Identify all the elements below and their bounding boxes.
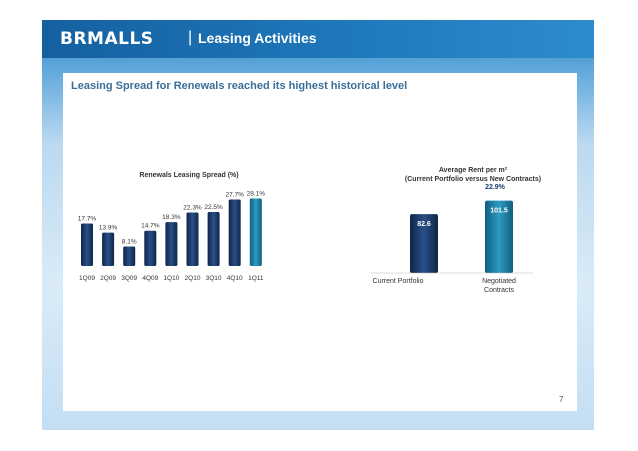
growth-label: 22.9% [485,184,506,191]
x-tick-label: 3Q09 [121,275,137,282]
x-tick-label: 2Q10 [185,275,201,282]
data-label: 13.9% [99,225,118,232]
chart-title: Renewals Leasing Spread (%) [139,172,238,179]
company-logo: BRMALLS [60,29,154,49]
data-label: 22.5% [204,204,223,211]
data-label: 18.3% [162,214,181,221]
header-band: BRMALLS | Leasing Activities [42,20,594,58]
x-tick-label: 4Q10 [227,275,243,282]
bar [144,230,157,266]
data-label: 82.6 [417,221,431,228]
slide: BRMALLS | Leasing Activities Leasing Spr… [42,20,594,430]
content-panel: Leasing Spread for Renewals reached its … [63,73,577,411]
data-label: 8.1% [122,239,137,246]
x-tick-label: 2Q09 [100,275,116,282]
chart-title-line1: Average Rent per m² [439,167,508,174]
data-label: 28.1% [247,191,266,198]
data-label: 101.5 [490,208,508,215]
bar [165,222,178,266]
x-tick-label: 1Q11 [248,275,264,282]
header-separator: | [188,29,193,46]
x-tick-label: Negotiated [482,278,516,285]
renewals-spread-chart: Renewals Leasing Spread (%) 17.7% 1Q09 13.9… [78,172,266,282]
bar [228,199,241,266]
bar [249,198,262,266]
x-tick-label: 1Q09 [79,275,95,282]
data-label: 27.7% [225,192,244,199]
x-tick-label: 1Q10 [163,275,179,282]
headline: Leasing Spread for Renewals reached its … [71,80,408,92]
x-tick-label: 3Q10 [206,275,222,282]
bar [102,232,115,266]
data-label: 22.3% [183,204,202,211]
section-title: Leasing Activities [198,30,317,46]
chart-title-line2: (Current Portfolio versus New Contracts) [405,176,541,183]
data-label: 17.7% [78,216,97,223]
bar [186,212,199,266]
data-label: 14.7% [141,223,160,230]
x-tick-label: Current Portfolio [373,278,424,285]
bar [81,223,93,266]
bar [410,214,438,273]
page-number: 7 [559,395,564,404]
bar [207,212,220,266]
bar [123,246,136,266]
x-tick-label-line2: Contracts [484,287,514,294]
bar [485,200,513,273]
x-tick-label: 4Q09 [142,275,158,282]
average-rent-chart: Average Rent per m² (Current Portfolio ve… [371,167,541,294]
